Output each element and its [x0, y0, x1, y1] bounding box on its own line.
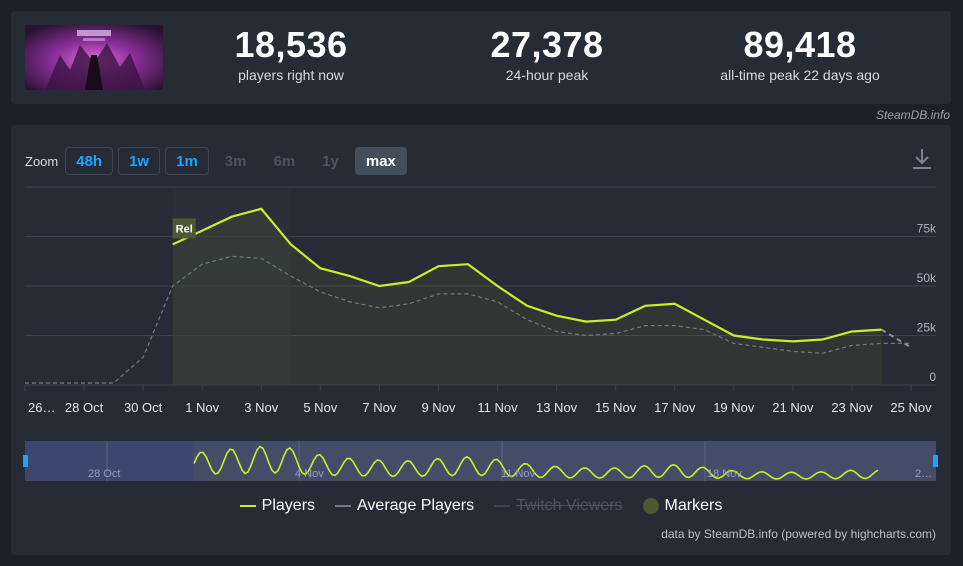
legend-markers-swatch	[642, 498, 659, 514]
players-area	[172, 208, 882, 385]
release-marker-box	[172, 218, 196, 239]
x-tick-label: 23 Nov	[831, 400, 873, 415]
download-icon[interactable]	[911, 147, 933, 171]
navigator-label: 11 Nov	[501, 468, 536, 480]
zoom-label: Zoom	[25, 153, 59, 169]
chart-navigator[interactable]: 28 Oct 4 Nov 11 Nov 18 Nov 2…	[11, 435, 951, 495]
release-marker-label: Rel	[176, 223, 193, 235]
x-tick-label: 15 Nov	[595, 400, 637, 415]
x-tick-label: 26…	[28, 400, 55, 415]
legend-players-label: Players	[261, 497, 316, 514]
peak-24h-value: 27,378	[490, 24, 604, 65]
x-tick-label: 9 Nov	[421, 400, 455, 415]
players-line[interactable]	[172, 207, 882, 343]
x-tick-label: 28 Oct	[65, 400, 104, 415]
chart-legend: Players Average Players Twitch Viewers M…	[11, 497, 951, 515]
x-axis-labels: 26… 28 Oct 30 Oct 1 Nov 3 Nov 5 Nov 7 Nov 9 Nov…	[24, 385, 932, 415]
x-tick-label: 3 Nov	[244, 400, 278, 415]
x-tick-label: 30 Oct	[124, 400, 163, 415]
x-tick-label: 1 Nov	[185, 400, 219, 415]
navigator-label: 2…	[915, 468, 932, 480]
legend-players[interactable]: Players	[239, 497, 316, 515]
steamdb-credit[interactable]: SteamDB.info	[875, 108, 950, 122]
navigator-players-line	[193, 445, 879, 480]
zoom-3m-button[interactable]: 3m	[224, 152, 247, 170]
navigator-left-handle[interactable]	[23, 455, 28, 467]
x-tick-label: 11 Nov	[477, 400, 518, 415]
zoom-1y-button[interactable]: 1y	[322, 152, 339, 170]
peak-24h-label: 24-hour peak	[505, 67, 589, 83]
chart-panel: Zoom 48h 1w 1m 3m 6m 1y max 0 25k 50k 75k 2…	[11, 125, 951, 555]
legend-twitch-label: Twitch Viewers	[516, 497, 623, 514]
x-tick-label: 7 Nov	[362, 400, 396, 415]
navigator-labels: 28 Oct 4 Nov 11 Nov 18 Nov 2…	[88, 468, 932, 480]
stat-24h-peak: 27,378 24-hour peak	[437, 24, 657, 84]
zoom-1w-button[interactable]: 1w	[118, 147, 161, 175]
x-tick-label: 25 Nov	[890, 400, 932, 415]
chart-footer: data by SteamDB.info (powered by highcha…	[661, 527, 936, 541]
legend-twitch-swatch	[494, 505, 511, 507]
zoom-1m-button[interactable]: 1m	[165, 147, 209, 175]
legend-average-swatch	[335, 505, 352, 507]
alltime-peak-value: 89,418	[743, 24, 857, 65]
current-players-value: 18,536	[234, 24, 348, 65]
current-players-label: players right now	[238, 67, 344, 83]
release-marker[interactable]: Rel	[172, 218, 196, 239]
legend-markers[interactable]: Markers	[642, 497, 723, 515]
zoom-bar: Zoom 48h 1w 1m 3m 6m 1y max	[25, 146, 412, 176]
x-tick-label: 21 Nov	[772, 400, 814, 415]
stats-panel: 18,536 players right now 27,378 24-hour …	[11, 11, 951, 104]
y-axis-labels: 0 25k 50k 75k	[917, 222, 937, 385]
stat-current-players: 18,536 players right now	[181, 24, 401, 84]
y-tick-label: 25k	[917, 321, 937, 335]
y-tick-label: 75k	[917, 222, 937, 236]
x-tick-label: 13 Nov	[536, 400, 578, 415]
player-count-chart[interactable]: 0 25k 50k 75k 26… 28 Oct 30 Oct 1 Nov 3 Nov 5 No…	[11, 125, 951, 425]
navigator-label: 28 Oct	[88, 468, 120, 480]
navigator-right-handle[interactable]	[933, 455, 938, 467]
zoom-6m-button[interactable]: 6m	[273, 152, 296, 170]
average-players-line[interactable]	[25, 255, 911, 384]
zoom-48h-button[interactable]: 48h	[65, 147, 114, 175]
stat-alltime-peak: 89,418 all-time peak 22 days ago	[690, 24, 910, 84]
legend-average-players[interactable]: Average Players	[335, 497, 474, 515]
alltime-peak-label: all-time peak 22 days ago	[720, 67, 880, 83]
game-thumbnail[interactable]	[25, 25, 163, 90]
navigator-label: 4 Nov	[295, 468, 324, 480]
x-tick-label: 17 Nov	[654, 400, 696, 415]
y-tick-label: 0	[929, 370, 936, 384]
x-tick-label: 19 Nov	[713, 400, 755, 415]
x-tick-label: 5 Nov	[303, 400, 337, 415]
navigator-gridlines	[106, 441, 706, 481]
legend-players-swatch	[239, 505, 256, 507]
players-line-projection	[880, 328, 912, 349]
legend-markers-label: Markers	[664, 497, 723, 514]
legend-average-label: Average Players	[357, 497, 475, 514]
zoom-max-button[interactable]: max	[354, 147, 407, 175]
legend-twitch-viewers[interactable]: Twitch Viewers	[494, 497, 623, 515]
navigator-label: 18 Nov	[707, 468, 742, 480]
y-tick-label: 50k	[917, 271, 937, 285]
